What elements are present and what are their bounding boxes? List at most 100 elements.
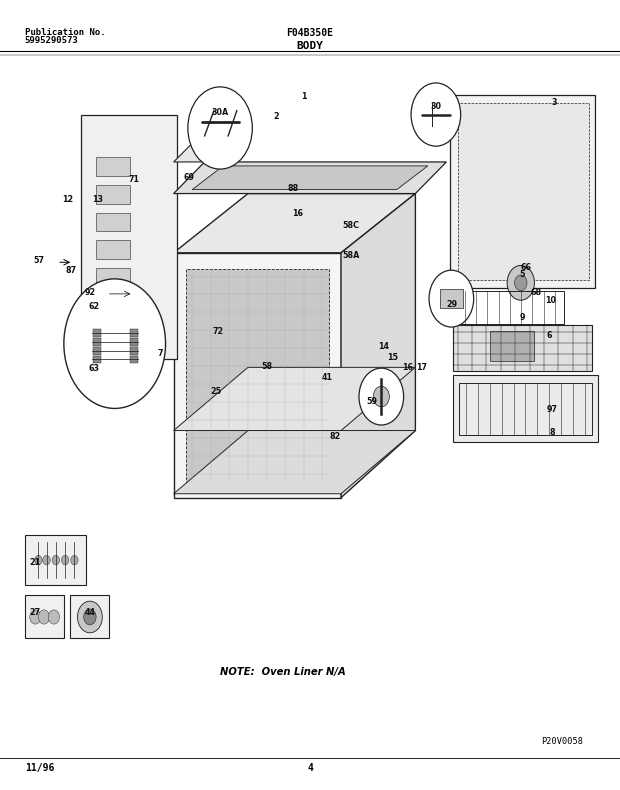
Text: 2: 2 — [273, 111, 279, 121]
Bar — [93, 356, 101, 363]
Bar — [130, 347, 138, 355]
Text: 44: 44 — [84, 608, 95, 617]
Bar — [490, 331, 534, 361]
Text: 69: 69 — [184, 173, 195, 182]
Text: 12: 12 — [62, 194, 73, 204]
Polygon shape — [192, 166, 428, 190]
Bar — [456, 291, 564, 324]
Bar — [25, 535, 86, 585]
Circle shape — [38, 610, 50, 624]
Bar — [96, 213, 130, 231]
Text: 11/96: 11/96 — [25, 762, 54, 773]
Text: 7: 7 — [157, 348, 163, 358]
Text: NOTE:  Oven Liner N/A: NOTE: Oven Liner N/A — [220, 667, 346, 676]
Text: 68: 68 — [530, 288, 541, 297]
Polygon shape — [174, 253, 341, 498]
Bar — [96, 185, 130, 204]
Circle shape — [429, 270, 474, 327]
Text: 72: 72 — [213, 327, 224, 337]
Bar — [96, 157, 130, 176]
Text: 10: 10 — [546, 295, 557, 305]
Polygon shape — [174, 431, 415, 494]
Polygon shape — [174, 162, 446, 194]
Circle shape — [359, 368, 404, 425]
Text: 9: 9 — [520, 313, 525, 322]
Text: 57: 57 — [33, 256, 45, 265]
Text: 30: 30 — [430, 102, 441, 111]
Text: 16: 16 — [402, 363, 413, 372]
Circle shape — [30, 610, 41, 624]
Text: 59: 59 — [366, 397, 378, 406]
Polygon shape — [81, 115, 177, 359]
Text: 21: 21 — [30, 558, 41, 567]
Text: 14: 14 — [378, 341, 389, 351]
Polygon shape — [174, 118, 248, 162]
Text: 25: 25 — [210, 387, 221, 397]
Bar — [130, 329, 138, 337]
Text: 3: 3 — [552, 98, 557, 107]
Text: 15: 15 — [388, 352, 399, 362]
Text: 92: 92 — [85, 288, 96, 297]
Text: P20V0058: P20V0058 — [541, 736, 583, 746]
Bar — [93, 347, 101, 355]
Circle shape — [61, 555, 69, 565]
Polygon shape — [341, 194, 415, 498]
Bar — [440, 289, 463, 308]
Polygon shape — [174, 194, 415, 253]
Text: 6: 6 — [547, 331, 552, 340]
Bar — [118, 317, 160, 328]
Circle shape — [64, 279, 166, 408]
Text: 97: 97 — [547, 404, 558, 414]
Circle shape — [507, 265, 534, 300]
Bar — [96, 268, 130, 287]
Bar — [70, 595, 109, 638]
Bar — [93, 338, 101, 346]
Text: 5: 5 — [520, 270, 525, 280]
Bar — [459, 383, 592, 434]
Text: 27: 27 — [30, 608, 41, 617]
Bar — [118, 333, 160, 344]
Bar — [453, 325, 592, 371]
Text: 13: 13 — [92, 194, 103, 204]
Text: Publication No.: Publication No. — [25, 28, 105, 36]
Circle shape — [52, 555, 60, 565]
Circle shape — [43, 555, 50, 565]
Polygon shape — [186, 269, 329, 482]
Text: 58C: 58C — [342, 221, 359, 231]
Text: 63: 63 — [88, 364, 99, 374]
Text: 30A: 30A — [211, 107, 229, 117]
Bar — [93, 329, 101, 337]
Polygon shape — [450, 95, 595, 288]
Circle shape — [373, 386, 389, 407]
Text: 16: 16 — [293, 209, 304, 218]
Text: 62: 62 — [88, 302, 99, 311]
Polygon shape — [458, 103, 589, 280]
Polygon shape — [453, 375, 598, 442]
Text: 5995290573: 5995290573 — [25, 36, 79, 44]
Circle shape — [188, 87, 252, 169]
Text: 58A: 58A — [342, 250, 360, 260]
Text: 66: 66 — [521, 262, 532, 272]
Text: 8: 8 — [549, 428, 555, 438]
Text: 71: 71 — [129, 175, 140, 184]
Bar — [130, 338, 138, 346]
Circle shape — [71, 555, 78, 565]
Text: BODY: BODY — [296, 41, 324, 51]
Text: 29: 29 — [446, 300, 458, 310]
Circle shape — [48, 610, 60, 624]
Text: 17: 17 — [417, 363, 428, 372]
Bar — [25, 595, 64, 638]
Polygon shape — [174, 367, 415, 431]
Text: 1: 1 — [301, 92, 306, 101]
Text: 41: 41 — [322, 373, 333, 382]
Text: 88: 88 — [288, 183, 299, 193]
Bar — [96, 240, 130, 259]
Text: 58: 58 — [261, 362, 272, 371]
Circle shape — [78, 601, 102, 633]
Bar — [130, 356, 138, 363]
Text: 4: 4 — [307, 762, 313, 773]
Circle shape — [411, 83, 461, 146]
Text: F04B350E: F04B350E — [286, 28, 334, 38]
Circle shape — [84, 609, 96, 625]
Circle shape — [35, 555, 42, 565]
